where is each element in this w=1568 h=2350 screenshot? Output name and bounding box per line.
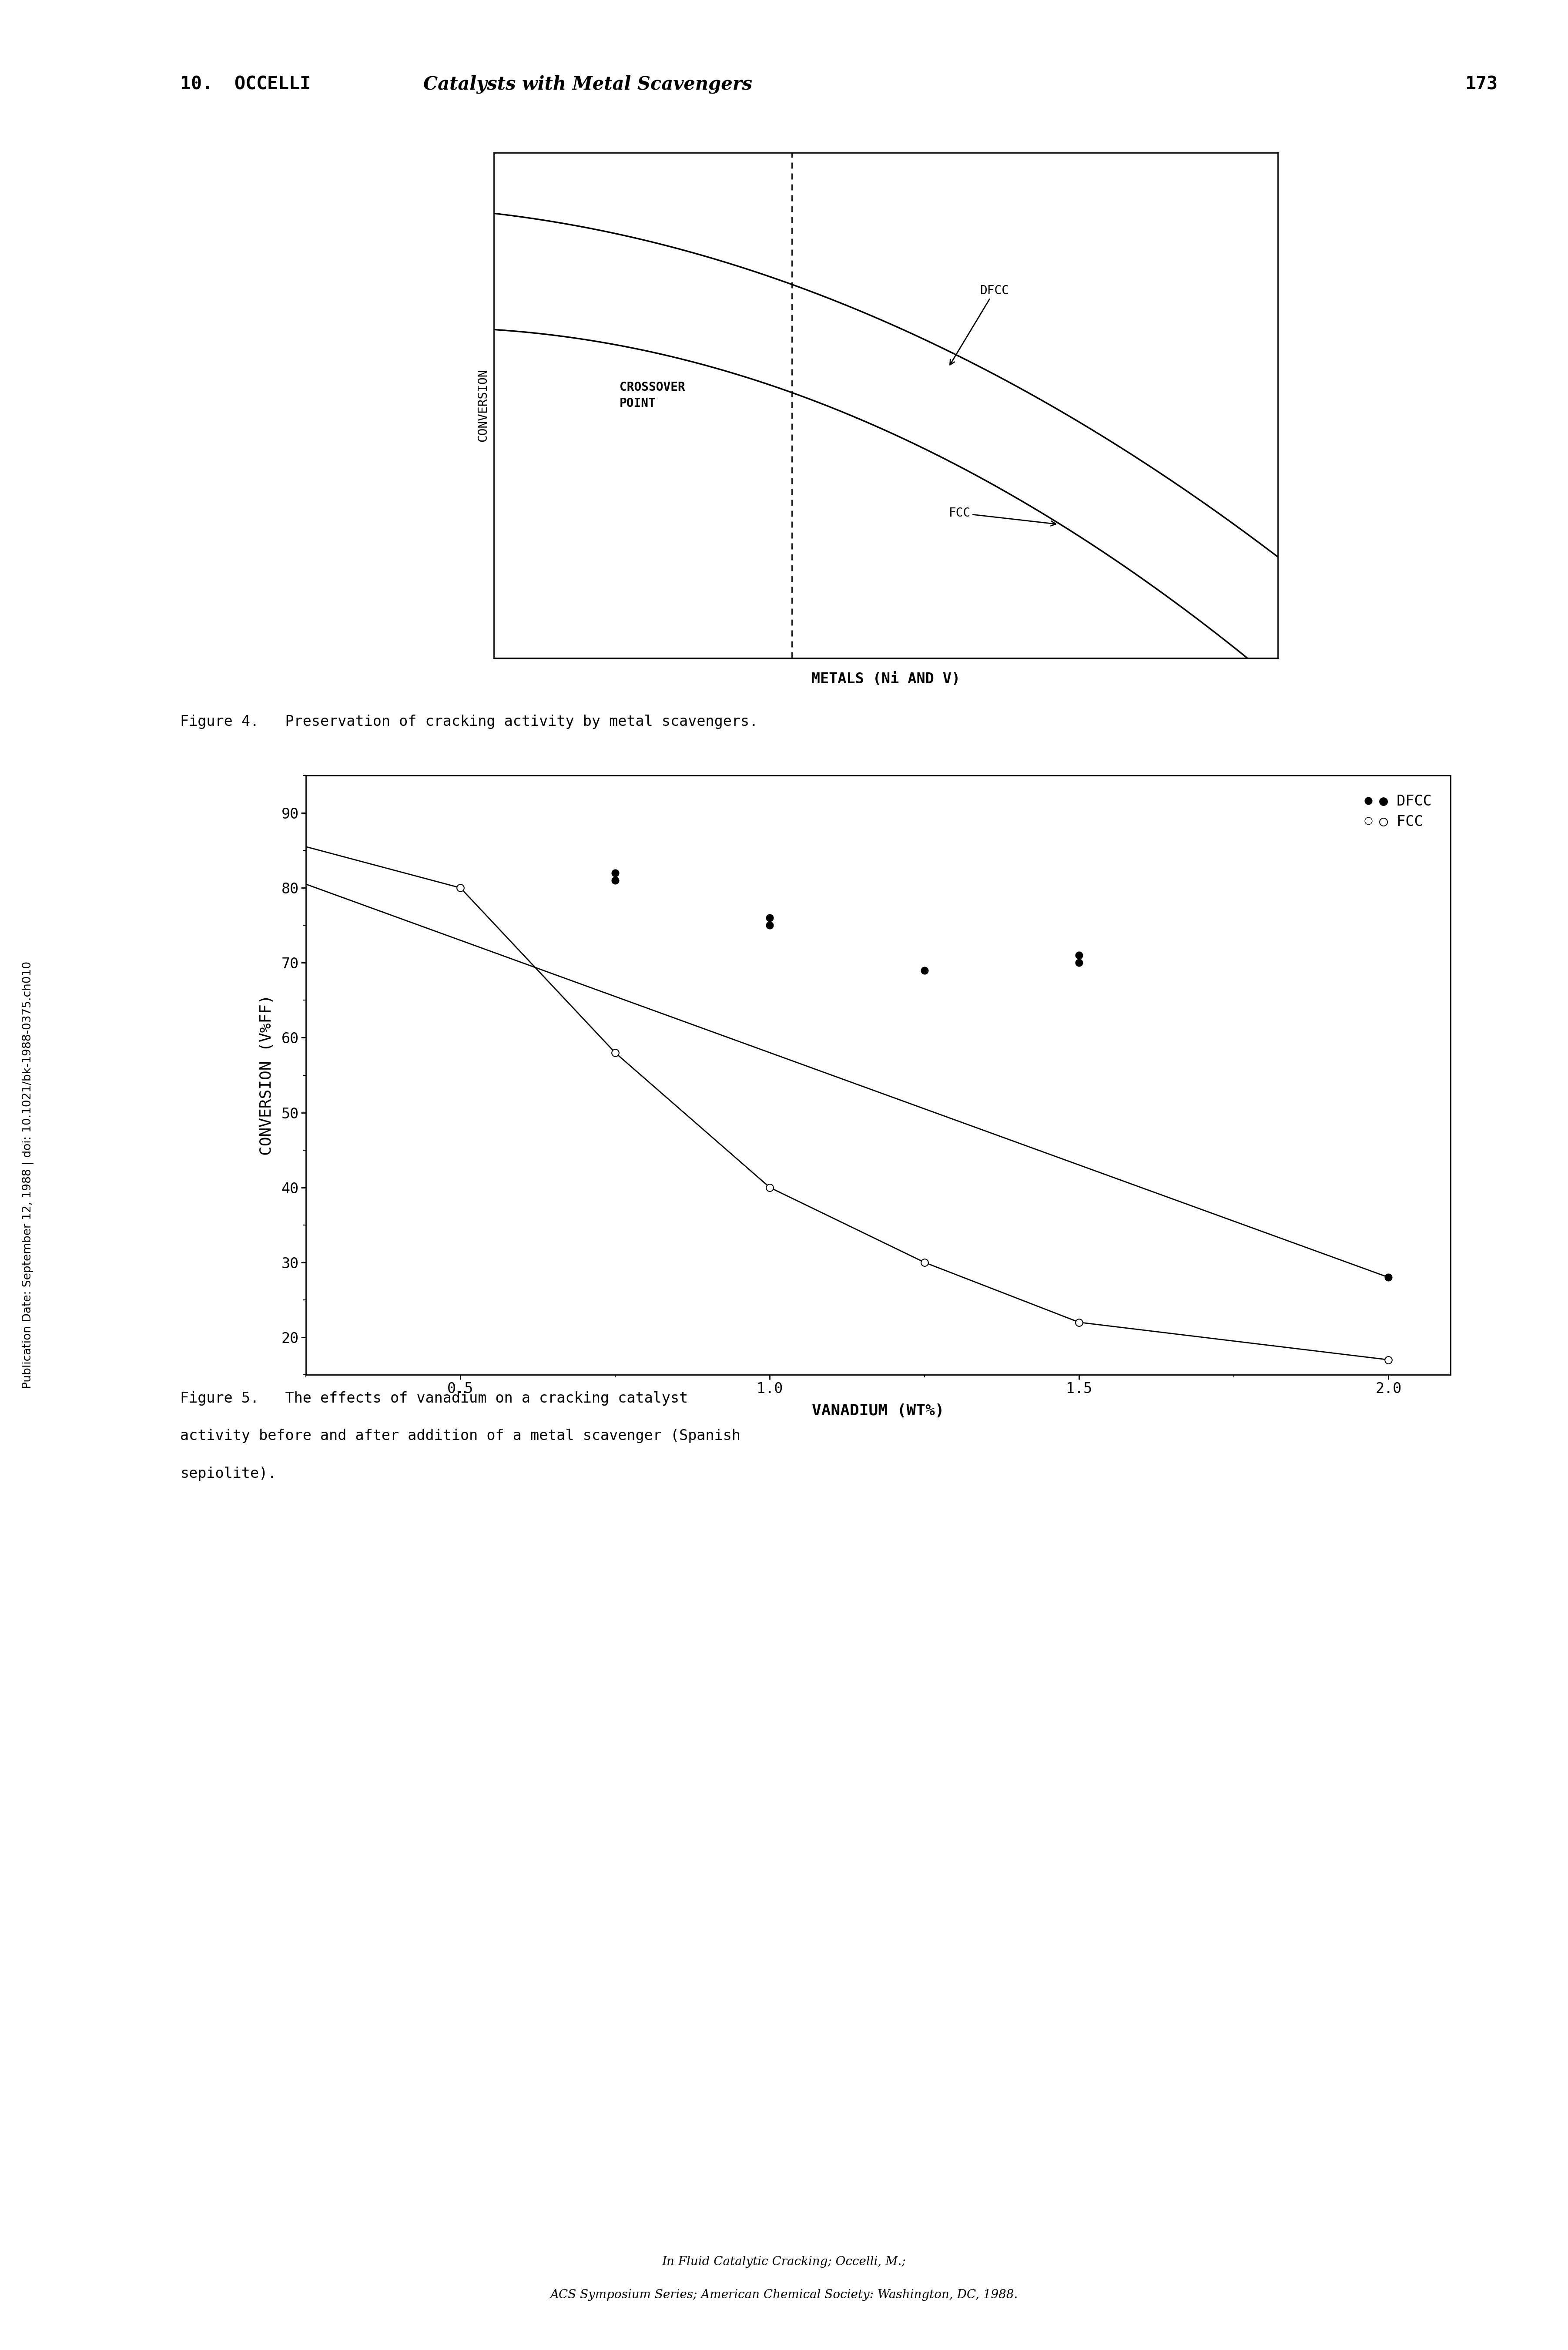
Text: sepiolite).: sepiolite). [180,1466,276,1480]
Text: Figure 4.   Preservation of cracking activity by metal scavengers.: Figure 4. Preservation of cracking activ… [180,714,759,728]
Text: CROSSOVER
POINT: CROSSOVER POINT [619,381,685,409]
Text: activity before and after addition of a metal scavenger (Spanish: activity before and after addition of a … [180,1429,740,1443]
Text: 173: 173 [1465,75,1497,94]
Y-axis label: CONVERSION: CONVERSION [477,369,489,442]
Text: Publication Date: September 12, 1988 | doi: 10.1021/bk-1988-0375.ch010: Publication Date: September 12, 1988 | d… [22,961,34,1389]
Text: In Fluid Catalytic Cracking; Occelli, M.;: In Fluid Catalytic Cracking; Occelli, M.… [662,2256,906,2268]
Text: FCC: FCC [949,508,1055,526]
Legend: ● DFCC, ○ FCC: ● DFCC, ○ FCC [1353,783,1443,841]
Text: 10.  OCCELLI: 10. OCCELLI [180,75,310,94]
Y-axis label: CONVERSION (V%FF): CONVERSION (V%FF) [259,994,274,1156]
Text: DFCC: DFCC [950,284,1010,364]
Text: Catalysts with Metal Scavengers: Catalysts with Metal Scavengers [423,75,753,94]
X-axis label: VANADIUM (WT%): VANADIUM (WT%) [812,1403,944,1417]
Text: METALS (Ni AND V): METALS (Ni AND V) [812,672,960,686]
Text: ACS Symposium Series; American Chemical Society: Washington, DC, 1988.: ACS Symposium Series; American Chemical … [550,2289,1018,2301]
Text: Figure 5.   The effects of vanadium on a cracking catalyst: Figure 5. The effects of vanadium on a c… [180,1391,688,1405]
